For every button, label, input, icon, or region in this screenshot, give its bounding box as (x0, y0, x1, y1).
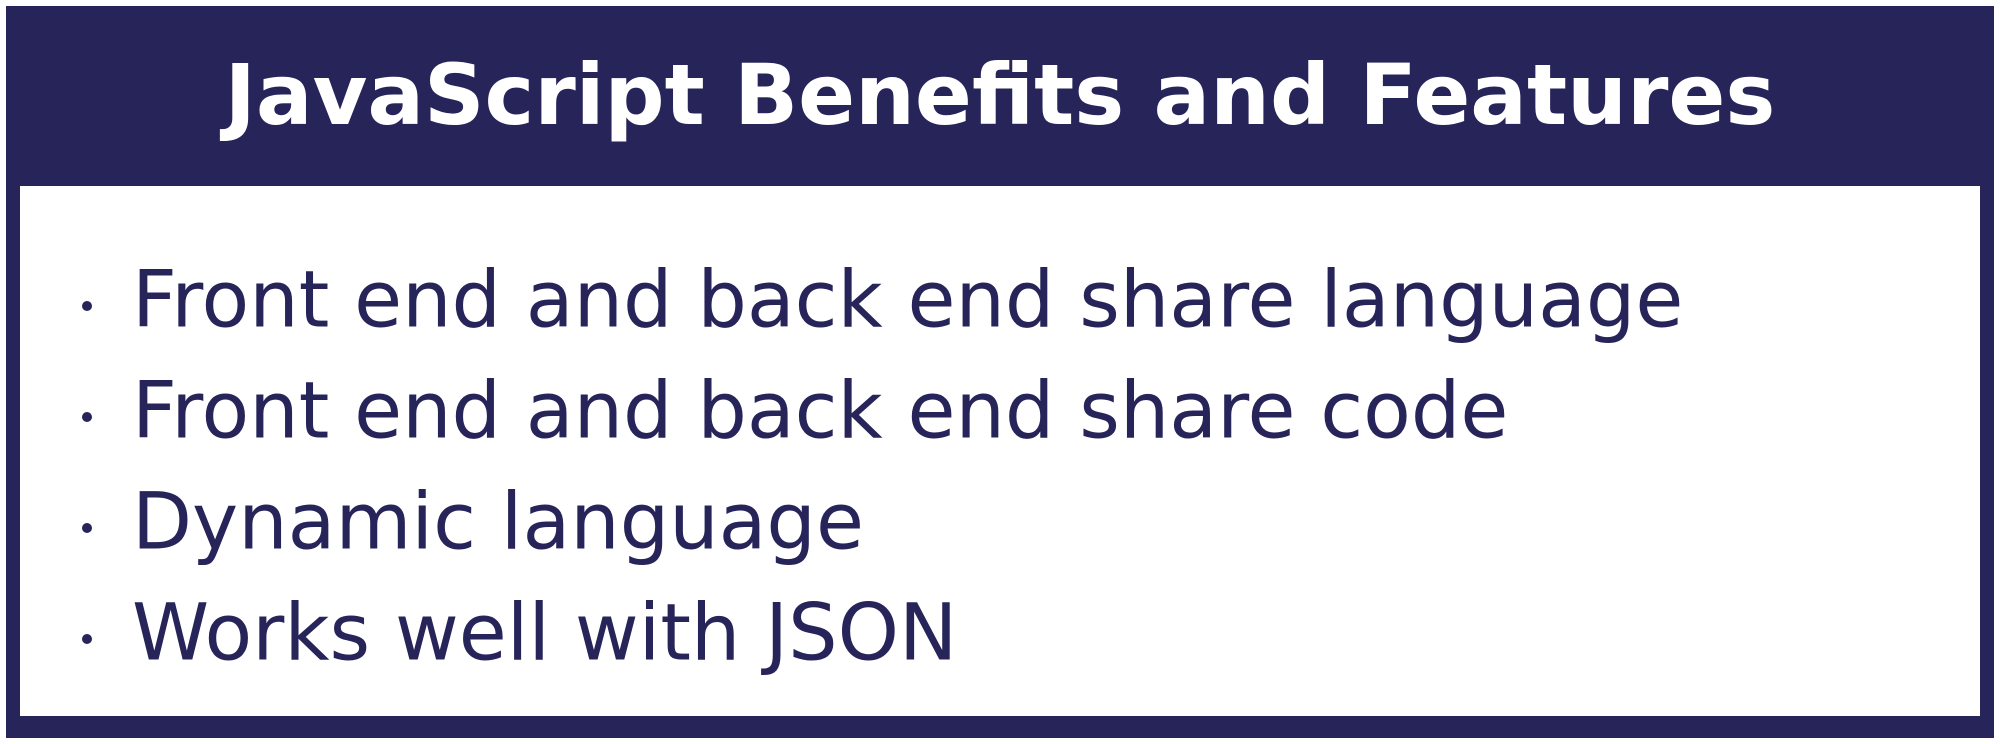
list-item: Dynamic language (20, 468, 1980, 579)
bullet-icon (82, 411, 92, 422)
bullet-text: Front end and back end share language (132, 254, 1684, 345)
slide-title: JavaScript Benefits and Features (224, 46, 1776, 144)
slide-body: Front end and back end share language Fr… (20, 186, 1980, 716)
slide-card: JavaScript Benefits and Features Front e… (6, 6, 1994, 738)
bullet-text: Works well with JSON (132, 587, 958, 678)
slide-header: JavaScript Benefits and Features (6, 6, 1994, 184)
bullet-icon (82, 633, 92, 644)
bullet-list: Front end and back end share language Fr… (20, 246, 1980, 690)
bullet-text: Dynamic language (132, 476, 864, 567)
bullet-icon (82, 522, 92, 533)
list-item: Front end and back end share code (20, 357, 1980, 468)
bullet-text: Front end and back end share code (132, 365, 1509, 456)
bullet-icon (82, 300, 92, 311)
list-item: Works well with JSON (20, 579, 1980, 690)
list-item: Front end and back end share language (20, 246, 1980, 357)
